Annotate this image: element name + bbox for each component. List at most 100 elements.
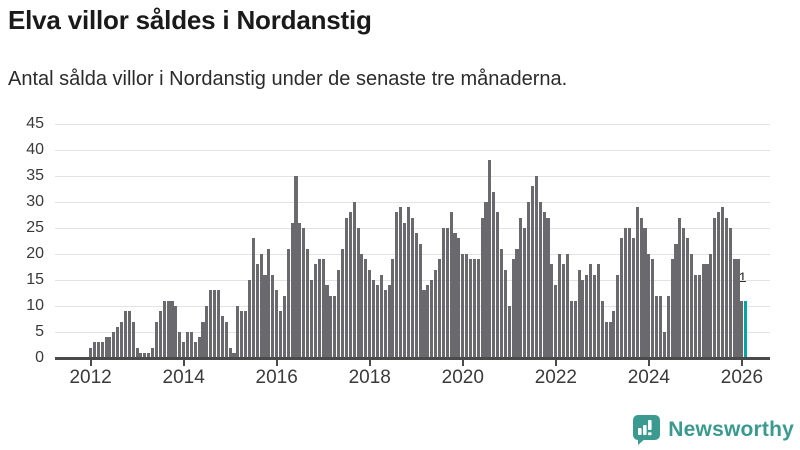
x-axis-tick-label: 2026 (720, 367, 764, 388)
bar (523, 228, 527, 358)
gridline (55, 201, 770, 203)
bar (364, 259, 368, 358)
axis-tick (647, 359, 650, 366)
bar (624, 228, 628, 358)
bar (678, 217, 682, 358)
bar (732, 259, 736, 358)
bar (662, 332, 666, 358)
bar (651, 259, 655, 358)
bar (317, 259, 321, 358)
bar (391, 259, 395, 358)
bar (143, 352, 147, 358)
bar (232, 352, 236, 358)
bar (286, 248, 290, 358)
bar (185, 332, 190, 358)
bar (356, 228, 360, 358)
bar (321, 259, 325, 358)
bar (372, 280, 376, 358)
bar (426, 285, 430, 358)
bar (302, 228, 306, 358)
x-axis-line (55, 357, 770, 360)
bar (213, 290, 217, 358)
bar (682, 228, 686, 358)
bar (519, 217, 523, 358)
bar (298, 222, 302, 358)
y-axis-tick-label: 0 (35, 349, 44, 366)
bar (655, 295, 659, 358)
bar (259, 254, 263, 358)
axis-tick (89, 359, 92, 366)
bar (341, 248, 345, 358)
bar (577, 269, 581, 358)
bar (670, 259, 674, 358)
bar (294, 176, 298, 358)
x-axis-tick-label: 2020 (441, 367, 484, 388)
y-axis-tick-label: 15 (26, 271, 44, 288)
axis-tick (461, 359, 464, 366)
bar (244, 311, 248, 358)
bar (282, 295, 286, 358)
bar (697, 274, 701, 358)
bar (728, 228, 732, 358)
bar (162, 300, 166, 358)
bar (538, 202, 542, 358)
bar (348, 212, 352, 358)
bar (104, 337, 108, 358)
bar (705, 264, 709, 358)
y-axis-tick-label: 40 (26, 141, 44, 158)
bar (593, 274, 597, 358)
x-axis-tick-label: 2022 (534, 367, 577, 388)
bar (275, 290, 279, 358)
bar (89, 347, 93, 358)
bar (337, 269, 341, 358)
bar (263, 274, 267, 358)
bar (441, 228, 445, 358)
bar (569, 300, 573, 358)
axis-tick (368, 359, 371, 366)
x-axis-tick-label: 2018 (348, 367, 391, 388)
bar (434, 269, 438, 358)
bar (360, 254, 364, 358)
bar (600, 300, 604, 358)
x-axis-tick-label: 2012 (69, 367, 112, 388)
bar (201, 321, 205, 358)
page-title: Elva villor såldes i Nordanstig (8, 5, 372, 35)
bar (639, 217, 643, 358)
bar (515, 248, 519, 358)
bar (647, 254, 651, 358)
y-axis-tick-label: 10 (26, 297, 44, 314)
bar (701, 264, 705, 358)
bar (368, 269, 372, 358)
bar (686, 238, 690, 358)
bar (488, 160, 492, 358)
bar (352, 202, 356, 358)
bar (453, 233, 457, 358)
bar (313, 264, 317, 358)
bar (480, 217, 484, 358)
bar (267, 248, 271, 358)
bar (224, 321, 228, 358)
bar (166, 300, 170, 358)
bar (220, 316, 224, 358)
axis-tick (275, 359, 278, 366)
bar (449, 212, 453, 358)
bar (437, 259, 442, 358)
bar (499, 248, 504, 358)
bar (174, 306, 178, 358)
bar (666, 295, 670, 358)
bar (325, 285, 329, 358)
bar (100, 342, 104, 358)
bar (484, 202, 488, 358)
bar (546, 217, 550, 358)
bar (139, 352, 143, 358)
y-axis-tick-label: 30 (26, 193, 44, 210)
bar (511, 259, 515, 358)
bar (193, 342, 197, 358)
bar (123, 311, 127, 358)
y-axis-tick-label: 20 (26, 245, 44, 262)
bar (530, 186, 535, 358)
bar (209, 290, 213, 358)
bar (383, 290, 387, 358)
axis-tick (182, 359, 185, 366)
bar (643, 228, 647, 358)
